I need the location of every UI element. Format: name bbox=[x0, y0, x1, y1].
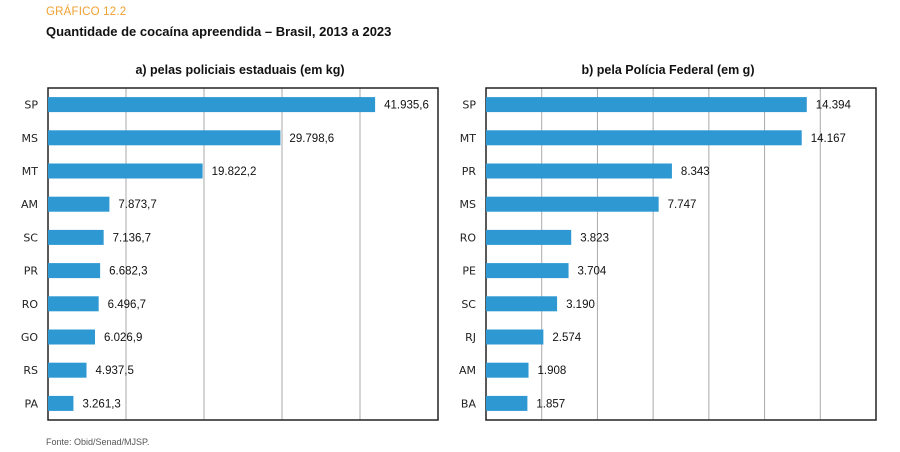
data-label: 1.908 bbox=[538, 365, 567, 377]
data-label: 7.747 bbox=[668, 199, 697, 211]
category-label: MS bbox=[22, 132, 38, 145]
data-label: 41.935,6 bbox=[384, 100, 429, 112]
category-label: SP bbox=[24, 99, 38, 112]
data-label: 2.574 bbox=[552, 332, 581, 344]
category-label: MT bbox=[22, 165, 38, 178]
plot-frame bbox=[485, 87, 877, 421]
bar bbox=[486, 395, 528, 411]
category-label: SC bbox=[23, 231, 38, 244]
category-label: PR bbox=[462, 165, 477, 178]
plot-frame bbox=[47, 87, 439, 421]
category-label: AM bbox=[459, 364, 476, 377]
category-label: PA bbox=[25, 397, 39, 410]
bar bbox=[48, 329, 96, 345]
category-label: GO bbox=[21, 331, 39, 344]
bar bbox=[48, 229, 104, 245]
category-label: SC bbox=[461, 298, 476, 311]
data-label: 4.937,5 bbox=[96, 365, 134, 377]
data-label: 14.394 bbox=[816, 100, 852, 112]
figure-title: Quantidade de cocaína apreendida – Brasi… bbox=[46, 24, 392, 39]
category-label: RS bbox=[23, 364, 38, 377]
source-note: Fonte: Obid/Senad/MJSP. bbox=[46, 437, 150, 447]
data-label: 3.704 bbox=[578, 266, 607, 278]
chart-a: SP 41.935,6 MS 29.798,6 MT 19.822,2 AM 7.873,7 S… bbox=[21, 87, 439, 421]
bar bbox=[486, 296, 558, 312]
bar bbox=[48, 97, 376, 113]
category-label: SP bbox=[462, 99, 476, 112]
data-label: 14.167 bbox=[811, 133, 846, 145]
chart-b-title: b) pela Polícia Federal (em g) bbox=[581, 63, 755, 77]
bar bbox=[486, 329, 544, 345]
data-label: 1.857 bbox=[536, 398, 565, 410]
bar bbox=[48, 362, 87, 378]
data-label: 6.682,3 bbox=[109, 266, 147, 278]
chart-b: SP 14.394 MT 14.167 PR 8.343 MS 7.747 RO 3.823 PE 3… bbox=[459, 87, 877, 421]
bar bbox=[48, 130, 281, 146]
bar bbox=[48, 395, 74, 411]
category-label: BA bbox=[461, 397, 477, 410]
data-label: 7.136,7 bbox=[113, 232, 151, 244]
category-label: MS bbox=[460, 198, 476, 211]
chart-a-title: a) pelas policiais estaduais (em kg) bbox=[135, 63, 345, 77]
bar bbox=[486, 97, 807, 113]
data-label: 8.343 bbox=[681, 166, 710, 178]
category-label: PE bbox=[462, 265, 476, 278]
bar bbox=[48, 263, 101, 279]
category-label: RO bbox=[460, 231, 477, 244]
category-label: RO bbox=[22, 298, 39, 311]
data-label: 19.822,2 bbox=[212, 166, 257, 178]
chart-figure-tag: GRÁFICO 12.2 bbox=[46, 6, 127, 18]
data-label: 6.496,7 bbox=[108, 299, 146, 311]
data-label: 3.190 bbox=[566, 299, 595, 311]
bar bbox=[48, 196, 110, 212]
category-label: PR bbox=[24, 265, 39, 278]
category-label: AM bbox=[21, 198, 38, 211]
data-label: 3.823 bbox=[580, 232, 609, 244]
bar bbox=[486, 196, 659, 212]
data-label: 29.798,6 bbox=[289, 133, 334, 145]
bar bbox=[486, 163, 672, 179]
category-label: RJ bbox=[465, 331, 476, 344]
bar bbox=[48, 163, 203, 179]
bar bbox=[486, 263, 569, 279]
data-label: 7.873,7 bbox=[118, 199, 156, 211]
bar bbox=[486, 130, 802, 146]
bar bbox=[48, 296, 99, 312]
data-label: 6.026,9 bbox=[104, 332, 142, 344]
data-label: 3.261,3 bbox=[82, 398, 120, 410]
bar bbox=[486, 229, 572, 245]
bar bbox=[486, 362, 529, 378]
category-label: MT bbox=[460, 132, 476, 145]
